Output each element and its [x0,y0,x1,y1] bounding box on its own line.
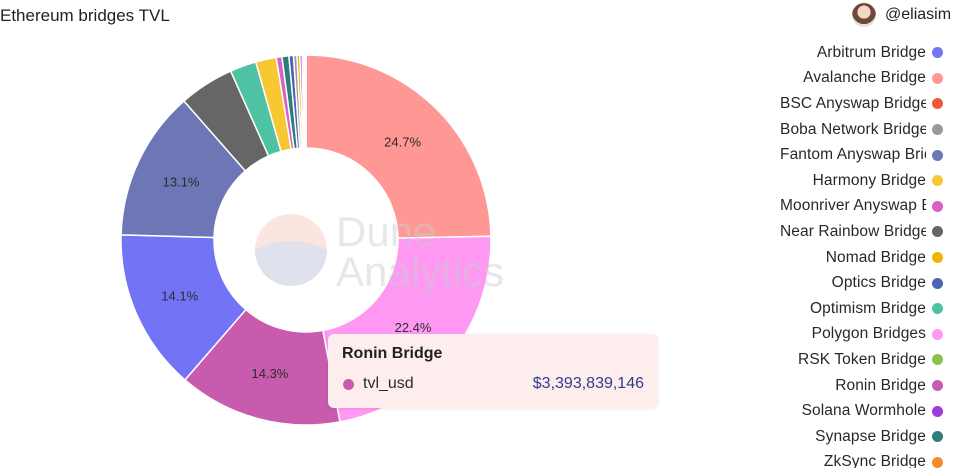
legend-color-dot [932,328,943,340]
legend-color-dot [932,405,943,417]
legend-color-dot [932,226,943,238]
legend-label: BSC Anyswap Bridge [780,94,926,112]
legend-label: Arbitrum Bridge [816,43,926,61]
legend-color-dot [932,200,943,212]
legend-color-dot [932,72,943,84]
dune-watermark: Dune Analytics [255,208,504,295]
watermark-logo-shade [255,241,327,286]
tooltip-series: tvl_usd [363,375,414,392]
tooltip-value: $3,393,839,146 [532,375,644,392]
legend-item[interactable]: Polygon Bridges [780,322,955,348]
author-name: @eliasim [885,6,952,23]
legend-color-dot [932,124,943,136]
legend-label: ZkSync Bridge [823,453,926,468]
slice-rsk-token-bridge[interactable] [304,54,307,149]
slice-label: 13.1% [163,174,200,189]
legend-item[interactable]: Synapse Bridge [780,424,955,450]
watermark-text-1: Dune [336,208,436,255]
legend-item[interactable]: Moonriver Anyswap Bridge [780,194,955,220]
legend-label: Harmony Bridge [812,171,926,189]
legend-item[interactable]: Optics Bridge [780,270,955,296]
legend-color-dot [932,456,943,468]
legend-label: Ronin Bridge [835,376,926,394]
legend-item[interactable]: Optimism Bridge [780,296,955,322]
legend-label: Optics Bridge [831,274,926,292]
tooltip-color-dot [343,378,354,390]
legend-item[interactable]: Solana Wormhole [780,398,955,424]
legend-item[interactable]: Nomad Bridge [780,245,955,271]
legend-item[interactable]: RSK Token Bridge [780,347,955,373]
legend-color-dot [932,98,943,110]
legend-label: Solana Wormhole [801,402,926,420]
legend-item[interactable]: Boba Network Bridge [780,117,955,143]
slice-label: 22.4% [395,320,432,335]
legend-label: Moonriver Anyswap Bridge [780,197,926,215]
tooltip: Ronin Bridge tvl_usd $3,393,839,146 [328,334,658,408]
legend-color-dot [932,175,943,187]
chart-title: Ethereum bridges TVL [0,6,170,25]
legend-color-dot [932,252,943,264]
legend-item[interactable]: Avalanche Bridge [780,66,955,92]
watermark-logo-icon [255,214,327,286]
legend-color-dot [932,277,943,289]
legend-color-dot [932,149,943,161]
slice-label: 14.3% [252,366,289,381]
legend-label: Boba Network Bridge [780,120,926,138]
legend-label: Near Rainbow Bridge [780,222,926,240]
legend-item[interactable]: Arbitrum Bridge [780,40,955,66]
legend-label: Avalanche Bridge [803,69,926,87]
legend-label: Polygon Bridges [811,325,926,343]
legend-color-dot [932,431,943,443]
legend-color-dot [932,47,943,59]
legend-color-dot [932,303,943,315]
legend-label: RSK Token Bridge [798,350,926,368]
slice-labels: 24.7% 22.4% 14.3% 14.1% 13.1% [161,134,432,381]
avatar [852,3,876,27]
legend-item[interactable]: BSC Anyswap Bridge [780,91,955,117]
legend: Arbitrum Bridge Avalanche Bridge BSC Anysw… [780,40,955,468]
tooltip-title: Ronin Bridge [342,345,443,362]
legend-item[interactable]: ZkSync Bridge [780,450,955,468]
legend-color-dot [932,380,943,392]
legend-item[interactable]: Ronin Bridge [780,373,955,399]
legend-color-dot [932,354,943,366]
author[interactable]: @eliasim [852,3,951,27]
legend-label: Fantom Anyswap Bridge [780,146,926,164]
legend-item[interactable]: Fantom Anyswap Bridge [780,142,955,168]
slice-avalanche-bridge[interactable] [305,54,492,239]
legend-item[interactable]: Harmony Bridge [780,168,955,194]
legend-item[interactable]: Near Rainbow Bridge [780,219,955,245]
legend-label: Synapse Bridge [815,427,926,445]
tooltip-row: tvl_usd $3,393,839,146 [342,375,644,393]
watermark-text-2: Analytics [336,248,504,295]
slice-label: 24.7% [384,134,421,149]
legend-label: Optimism Bridge [809,299,926,317]
slice-label: 14.1% [161,289,198,304]
legend-label: Nomad Bridge [825,248,926,266]
